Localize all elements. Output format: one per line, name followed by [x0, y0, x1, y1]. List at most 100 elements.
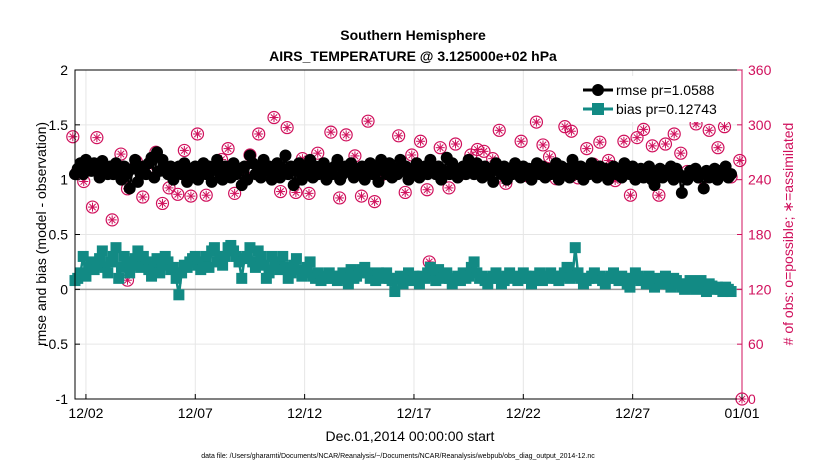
assimilated-obs-point	[620, 137, 628, 145]
assimilated-obs-point	[180, 146, 188, 154]
rmse-point	[487, 175, 500, 188]
left-axis: -1 -0.5 0 0.5 1 1.5 2	[44, 62, 80, 407]
bias-point	[659, 270, 671, 282]
x-tick-label: 01/01	[724, 405, 759, 421]
assimilated-obs-point	[395, 132, 403, 140]
assimilated-obs-point	[445, 184, 453, 192]
assimilated-obs-point	[670, 130, 678, 138]
assimilated-obs-point	[480, 147, 488, 155]
possible-obs-point	[674, 146, 688, 160]
assimilated-obs-point	[517, 137, 525, 145]
assimilated-obs-point	[532, 118, 540, 126]
assimilated-obs-point	[705, 126, 713, 134]
bias-point	[290, 253, 302, 265]
possible-obs-point	[630, 131, 644, 145]
bias-point	[96, 245, 108, 257]
y2-tick-label: 0	[748, 391, 756, 407]
possible-obs-point	[199, 188, 213, 202]
rmse-point	[725, 168, 738, 181]
assimilated-obs-point	[139, 193, 147, 201]
assimilated-obs-point	[224, 145, 232, 153]
assimilated-obs-point	[436, 144, 444, 152]
rmse-point	[129, 153, 142, 166]
possible-obs-point	[105, 213, 119, 227]
possible-obs-point	[733, 153, 747, 168]
legend-rmse-label: rmse pr=1.0588	[616, 82, 715, 98]
possible-obs-point	[529, 115, 544, 129]
possible-obs-point	[190, 127, 205, 141]
possible-obs-point	[136, 190, 150, 204]
possible-obs-point	[442, 181, 456, 195]
assimilated-obs-point	[539, 141, 547, 149]
possible-obs-point	[593, 135, 607, 149]
rmse-point	[566, 153, 579, 166]
rmse-point	[372, 175, 385, 188]
assimilated-obs-point	[277, 188, 285, 196]
possible-obs-point	[339, 128, 353, 142]
rmse-point	[697, 182, 710, 195]
y2-tick-label: 240	[748, 172, 772, 188]
bias-point	[113, 272, 125, 284]
possible-obs-point	[702, 123, 716, 137]
rmse-point	[648, 179, 661, 192]
possible-obs-point	[470, 142, 484, 157]
bias-point	[345, 264, 357, 276]
legend-rmse-marker	[592, 84, 604, 96]
bias-point	[244, 242, 256, 254]
possible-obs-point	[252, 127, 266, 141]
assimilated-obs-point	[193, 130, 202, 138]
possible-obs-point	[623, 188, 638, 202]
assimilated-obs-point	[231, 189, 239, 197]
assimilated-obs-point	[423, 186, 431, 194]
rmse-point	[205, 175, 218, 188]
bias-point	[124, 267, 136, 279]
y-tick-label: 2	[60, 62, 68, 78]
assimilated-obs-point	[305, 189, 313, 197]
possible-obs-point	[302, 186, 316, 200]
assimilated-obs-point	[408, 151, 416, 159]
bias-point	[569, 242, 581, 254]
possible-obs-point	[558, 120, 572, 134]
chart-title: Southern Hemisphere	[340, 27, 486, 43]
bias-point	[129, 253, 141, 265]
assimilated-obs-point	[357, 192, 366, 200]
possible-obs-point	[711, 141, 725, 155]
legend-box	[584, 76, 738, 122]
bias-point	[561, 261, 573, 273]
assimilated-obs-point	[88, 203, 97, 211]
possible-obs-point	[90, 131, 104, 145]
possible-obs-point	[311, 146, 325, 160]
bias-point	[236, 272, 248, 284]
bias-point	[277, 250, 289, 262]
possible-obs-point	[413, 134, 428, 148]
assimilated-obs-point	[583, 145, 591, 153]
possible-obs-point	[280, 120, 294, 135]
bias-point	[258, 259, 270, 271]
bias-point	[695, 275, 707, 287]
bias-point	[217, 259, 229, 271]
bias-point	[389, 286, 401, 298]
bias-point	[285, 267, 297, 279]
possible-obs-point	[636, 122, 651, 137]
bias-point	[255, 250, 267, 262]
y2-tick-label: 360	[748, 62, 772, 78]
assimilated-obs-point	[546, 153, 554, 161]
possible-obs-point	[580, 141, 594, 156]
bias-point	[208, 242, 220, 254]
bias-point	[684, 275, 696, 287]
possible-obs-point	[477, 144, 491, 158]
possible-obs-point	[324, 125, 338, 139]
x-tick-label: 12/12	[287, 405, 322, 421]
bias-point	[102, 267, 114, 279]
bias-point	[263, 267, 275, 279]
possible-obs-point	[645, 139, 659, 153]
assimilated-obs-point	[720, 123, 729, 131]
bias-point	[77, 250, 89, 262]
possible-obs-point	[354, 189, 369, 203]
possible-obs-point	[85, 200, 100, 214]
possible-obs-point	[368, 195, 382, 209]
legend-bias-marker	[592, 103, 604, 115]
bias-point	[126, 259, 138, 271]
assimilated-obs-point	[117, 150, 125, 158]
